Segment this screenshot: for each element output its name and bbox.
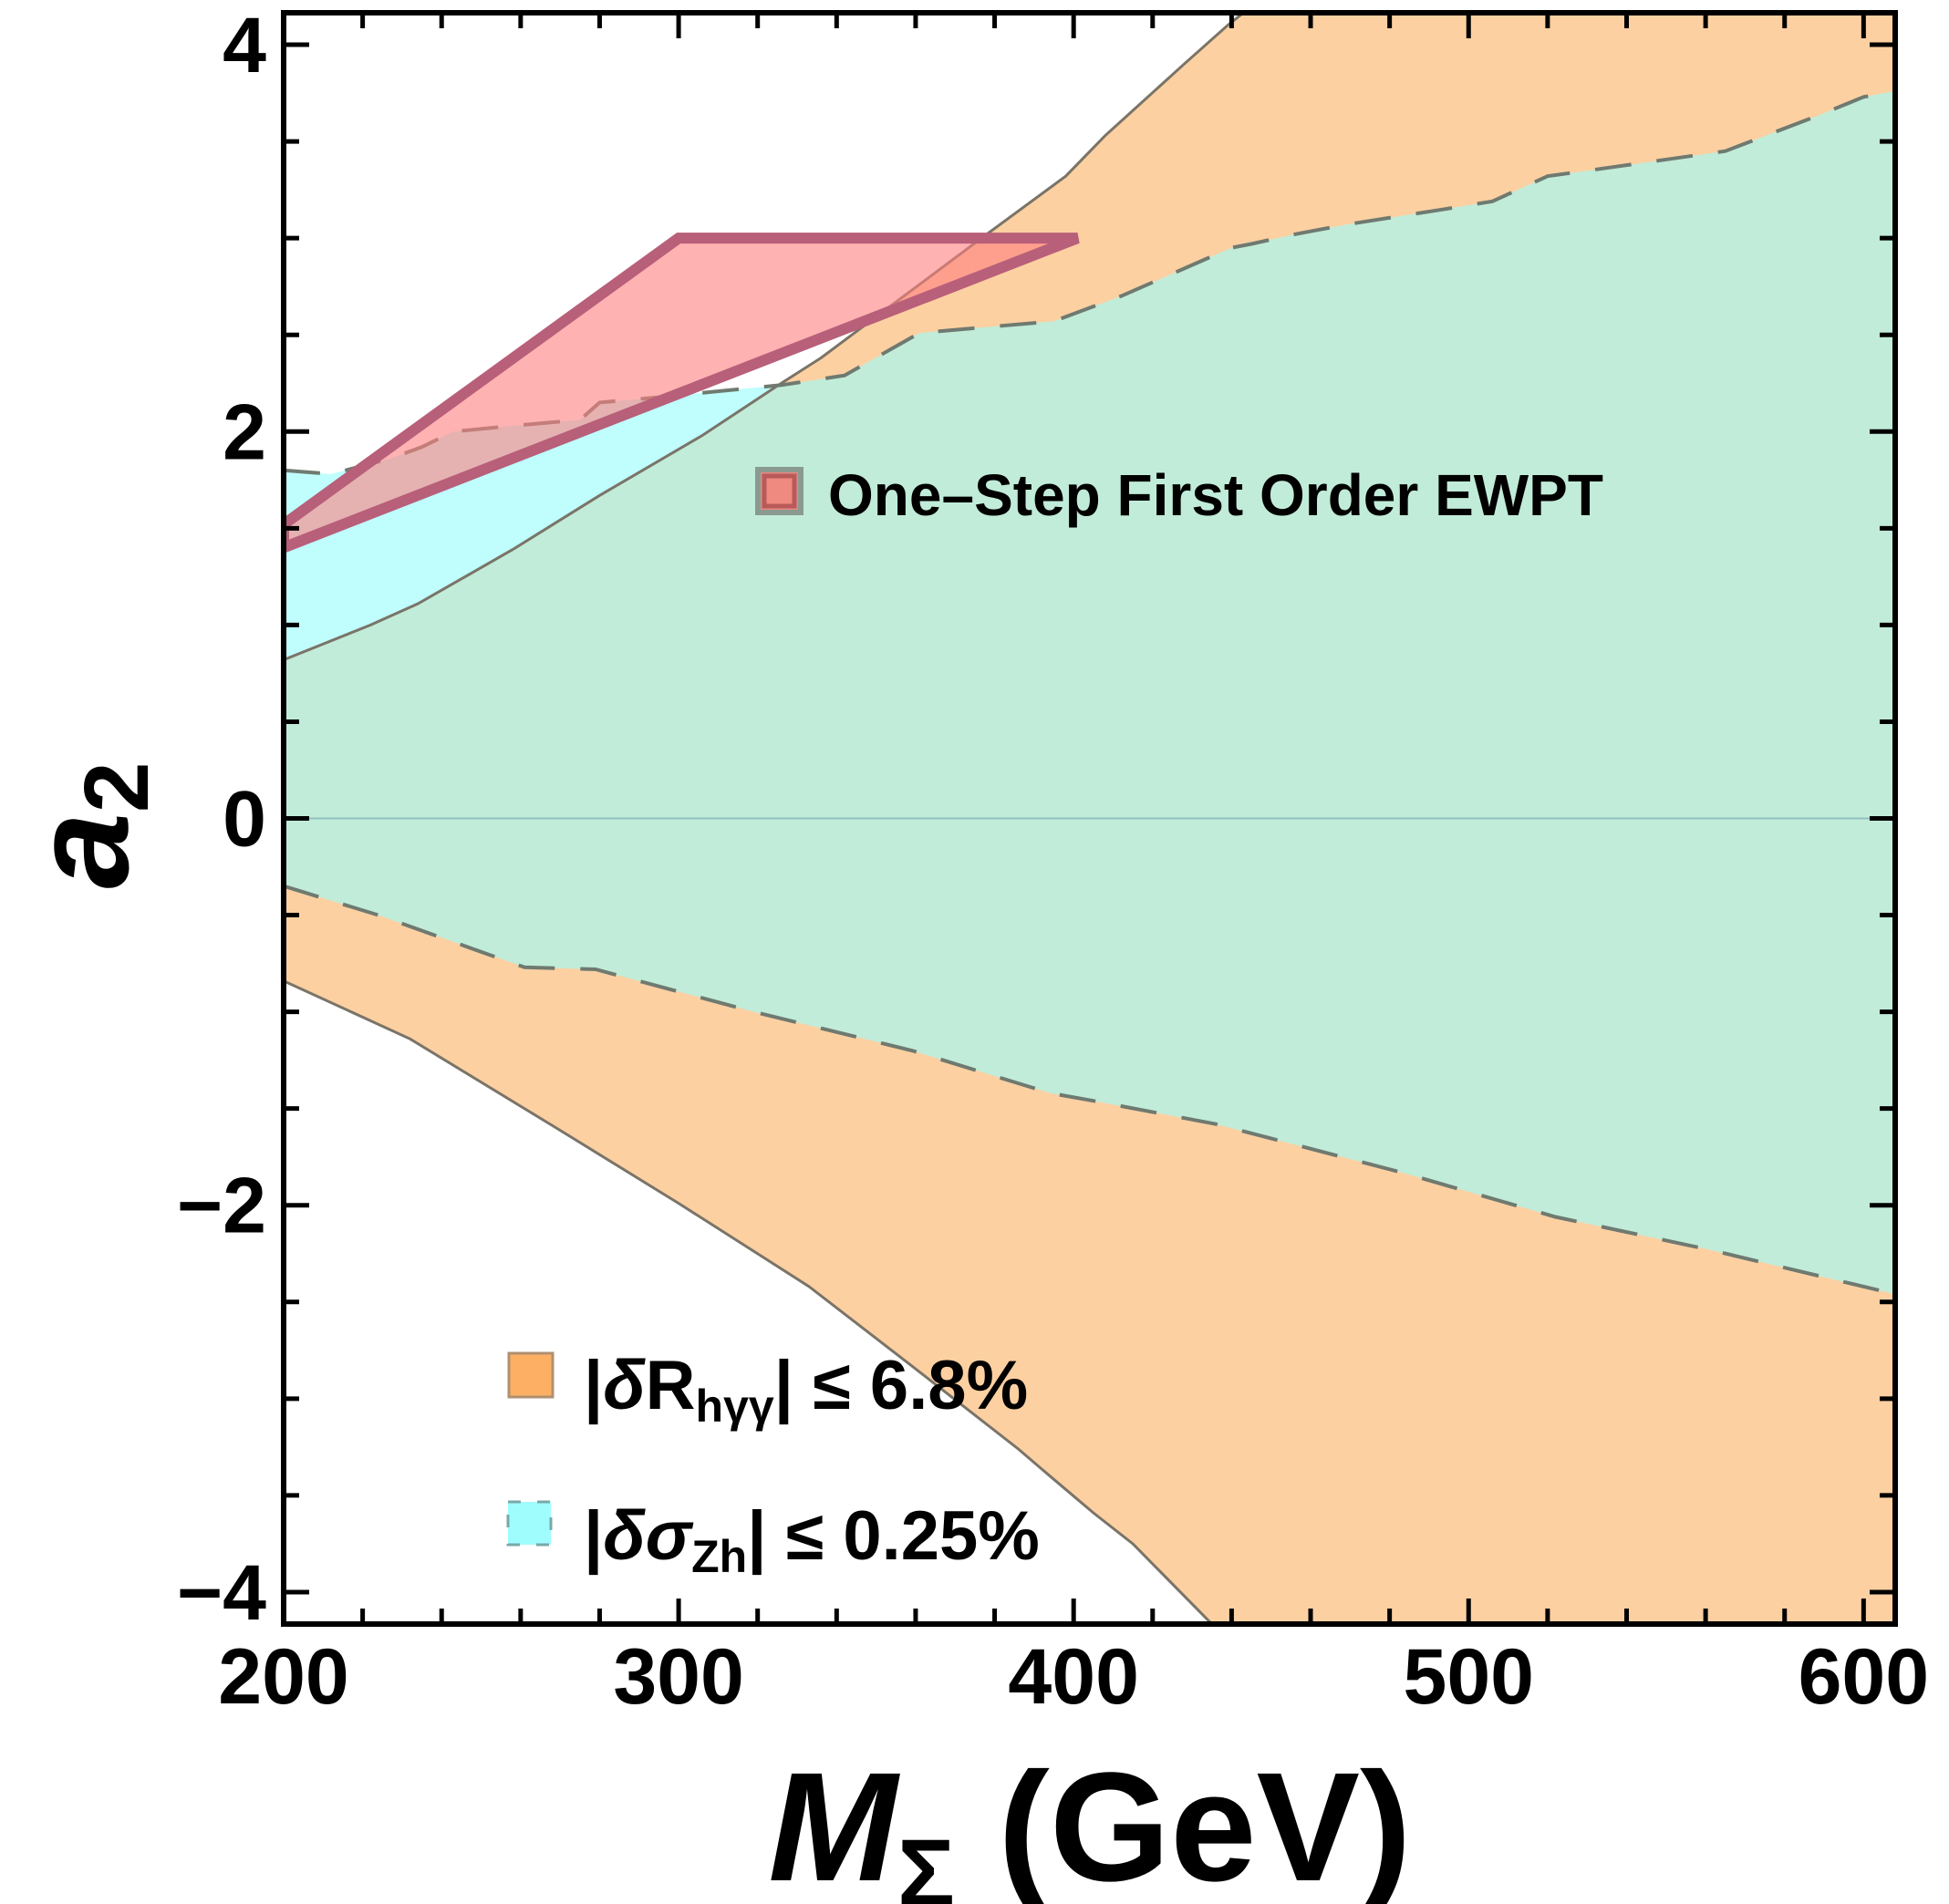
axis-ticks [281, 13, 1895, 1624]
y-tick-label: −4 [177, 1549, 266, 1637]
delta-sigma-zh-lower-boundary [284, 884, 1895, 1297]
overlap-region [284, 90, 1895, 1295]
y-tick-label: 2 [223, 388, 266, 476]
legend-ewpt-swatch-inner [762, 473, 797, 509]
y-tick-label: 0 [223, 776, 266, 864]
x-tick-label: 400 [1008, 1633, 1139, 1721]
legend-delta-r: |δRhγγ| ≤ 6.8% [507, 1347, 1028, 1432]
legend-delta-r-label: |δRhγγ| ≤ 6.8% [584, 1347, 1028, 1432]
legend-delta-sigma: |δσZh| ≤ 0.25% [506, 1497, 1040, 1582]
delta-r-hgg-upper-boundary [284, 13, 1245, 661]
legend-delta-sigma-label: |δσZh| ≤ 0.25% [584, 1497, 1040, 1582]
x-tick-label: 600 [1799, 1633, 1930, 1721]
y-tick-label: −2 [177, 1163, 266, 1250]
x-tick-label: 500 [1404, 1633, 1535, 1721]
x-tick-label: 200 [218, 1633, 349, 1721]
x-axis-title: MΣ (GeV) [768, 1741, 1411, 1904]
axis-tick-labels: 200 300 400 500 600 −4 −2 0 2 4 [177, 2, 1929, 1721]
y-axis-title: a2 [4, 761, 168, 888]
legend-ewpt-label: One–Step First Order EWPT [828, 462, 1603, 528]
plot-area [284, 13, 1895, 1624]
delta-r-hgg-lower-boundary [284, 979, 1213, 1624]
x-tick-label: 300 [613, 1633, 744, 1721]
legend-delta-sigma-swatch [506, 1500, 553, 1547]
ewpt-region [284, 233, 1080, 554]
legend-ewpt: One–Step First Order EWPT [755, 462, 1603, 528]
legend-delta-r-swatch [507, 1351, 555, 1399]
y-tick-label: 4 [223, 2, 266, 89]
